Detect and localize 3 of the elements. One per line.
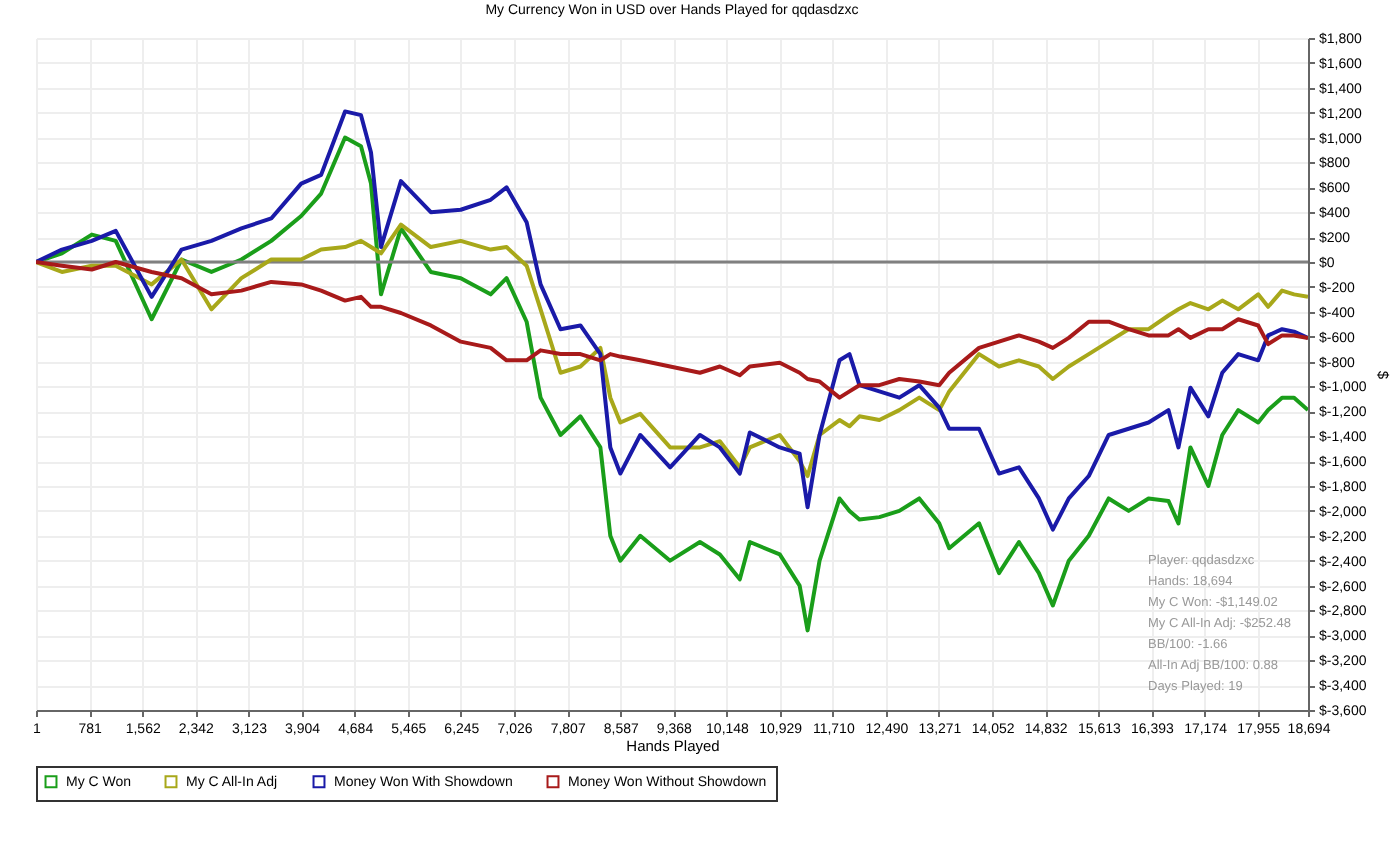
line-series xyxy=(36,260,1308,400)
line-series xyxy=(36,109,1308,532)
line-series xyxy=(36,222,1308,479)
